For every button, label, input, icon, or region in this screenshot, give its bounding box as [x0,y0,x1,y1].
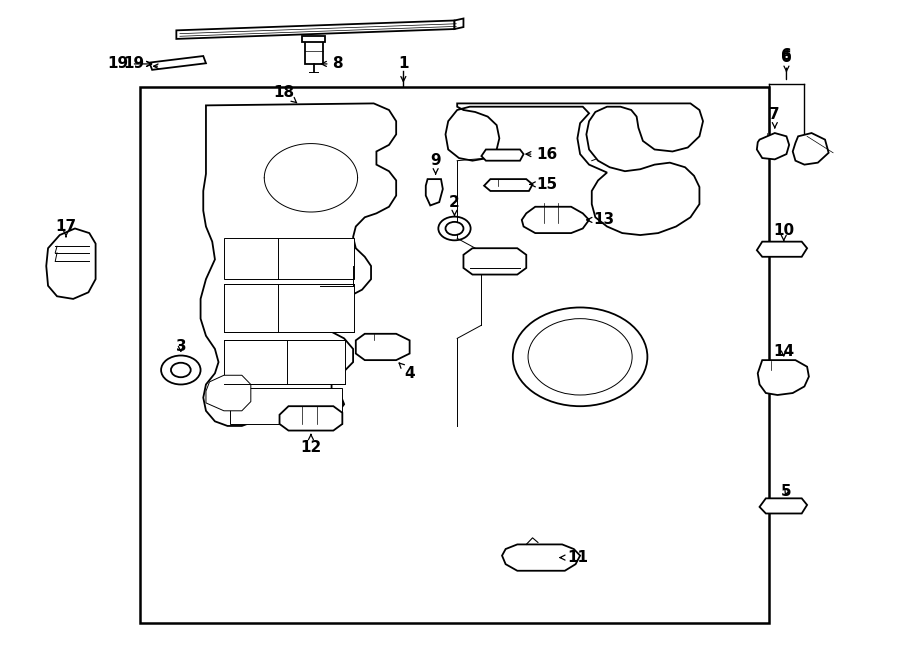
Text: 18: 18 [274,85,297,102]
Polygon shape [201,103,396,426]
Bar [302,36,325,42]
Text: 13: 13 [587,212,615,227]
Polygon shape [484,179,533,191]
Polygon shape [793,133,829,165]
Text: 11: 11 [560,550,588,565]
Text: 15: 15 [530,177,557,192]
Polygon shape [464,249,526,274]
Circle shape [161,356,201,385]
Polygon shape [502,545,580,570]
Bar [230,388,342,424]
Polygon shape [454,19,464,29]
Polygon shape [46,229,95,299]
Bar [224,284,354,332]
Polygon shape [757,242,807,256]
Text: 19: 19 [123,56,151,71]
Text: 4: 4 [399,363,415,381]
Text: 16: 16 [526,147,557,161]
Polygon shape [482,149,524,161]
Bar [224,340,345,385]
Bar [224,239,354,279]
Bar [304,39,322,64]
Text: 3: 3 [176,340,186,354]
Text: 8: 8 [321,56,343,71]
Bar [140,87,769,623]
Text: 19: 19 [108,56,151,71]
Circle shape [438,217,471,241]
Polygon shape [426,179,443,206]
Text: 1: 1 [398,56,409,81]
Text: 10: 10 [773,223,795,241]
Polygon shape [176,20,454,39]
Polygon shape [522,207,590,233]
Circle shape [446,222,464,235]
Text: 12: 12 [301,434,321,455]
Text: 14: 14 [773,344,795,359]
Text: 17: 17 [56,219,76,237]
Polygon shape [446,103,703,235]
Polygon shape [206,375,251,410]
Polygon shape [280,407,342,430]
Circle shape [513,307,647,407]
Text: 6: 6 [781,50,792,71]
Circle shape [528,319,632,395]
Polygon shape [356,334,410,360]
Text: 9: 9 [430,153,441,174]
Text: 7: 7 [770,107,780,128]
Polygon shape [149,56,206,70]
Circle shape [171,363,191,377]
Text: 5: 5 [781,485,792,499]
Polygon shape [760,498,807,514]
Text: 6: 6 [781,48,792,79]
Polygon shape [758,360,809,395]
Text: 2: 2 [449,194,460,215]
Polygon shape [757,133,789,159]
